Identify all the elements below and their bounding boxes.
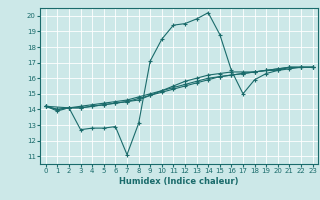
X-axis label: Humidex (Indice chaleur): Humidex (Indice chaleur) — [119, 177, 239, 186]
